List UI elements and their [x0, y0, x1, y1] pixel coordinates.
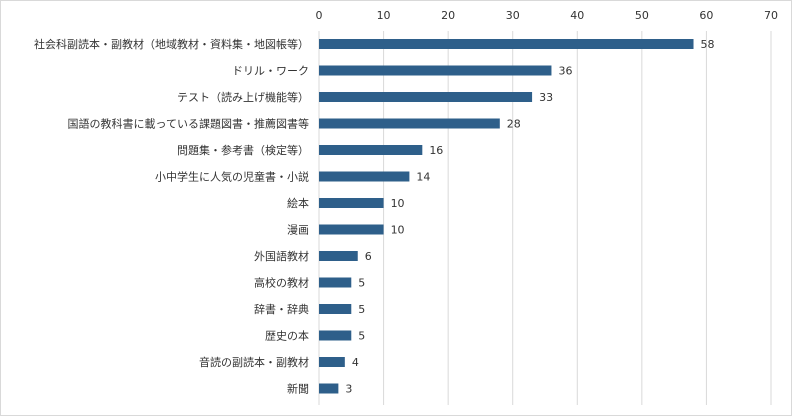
category-label: 国語の教科書に載っている課題図書・推薦図書等 — [68, 117, 309, 131]
category-label: 音読の副読本・副教材 — [199, 355, 309, 369]
bar — [319, 251, 358, 261]
value-label: 10 — [391, 224, 405, 237]
x-tick-label: 20 — [441, 9, 455, 22]
category-label: 新聞 — [287, 382, 309, 396]
grid-layer — [318, 31, 772, 405]
bar — [319, 65, 552, 76]
category-label: 漫画 — [287, 223, 309, 237]
value-label: 58 — [701, 38, 715, 51]
bar — [319, 39, 694, 49]
value-label: 5 — [358, 330, 365, 343]
category-label: 問題集・参考書（検定等） — [177, 143, 309, 157]
x-tick-label: 50 — [635, 9, 649, 22]
value-label: 33 — [539, 91, 553, 104]
bar — [319, 277, 352, 288]
value-label: 14 — [416, 171, 430, 184]
category-label: 高校の教材 — [254, 276, 309, 290]
bar — [319, 383, 339, 394]
bar — [319, 171, 410, 182]
value-label: 16 — [429, 144, 443, 157]
category-label: 歴史の本 — [265, 329, 309, 343]
bar-layer — [319, 39, 694, 394]
value-label: 36 — [558, 65, 572, 78]
category-label: ドリル・ワーク — [232, 65, 309, 78]
bar — [319, 304, 352, 314]
x-tick-label: 0 — [316, 9, 323, 22]
value-layer: 58 36 33 28 16 14 10 10 6 5 5 5 4 3 — [345, 38, 714, 396]
value-label: 5 — [358, 303, 365, 316]
bar — [319, 224, 384, 235]
bar — [319, 330, 352, 341]
category-label: 社会科副読本・副教材（地域教材・資料集・地図帳等） — [34, 37, 309, 51]
category-label: テスト（読み上げ機能等） — [177, 90, 309, 104]
value-label: 5 — [358, 277, 365, 290]
value-label: 3 — [345, 383, 352, 396]
category-label: 辞書・辞典 — [254, 302, 309, 316]
bar — [319, 357, 345, 367]
category-label: 絵本 — [287, 196, 309, 210]
x-tick-label: 70 — [764, 9, 778, 22]
bar — [319, 198, 384, 208]
bar — [319, 118, 500, 129]
value-label: 28 — [507, 118, 521, 131]
value-label: 10 — [391, 197, 405, 210]
x-tick-label: 60 — [699, 9, 713, 22]
bar — [319, 145, 423, 155]
category-label: 小中学生に人気の児童書・小説 — [155, 170, 309, 184]
value-label: 4 — [352, 356, 359, 369]
tick-layer: 0 10 20 30 40 50 60 70 — [316, 9, 779, 22]
x-tick-label: 40 — [570, 9, 584, 22]
category-layer: 社会科副読本・副教材（地域教材・資料集・地図帳等） ドリル・ワークテスト（読み上げ… — [34, 37, 309, 396]
bar — [319, 92, 533, 102]
x-tick-label: 30 — [506, 9, 520, 22]
x-tick-label: 10 — [377, 9, 391, 22]
value-label: 6 — [365, 250, 372, 263]
category-label: 外国語教材 — [254, 249, 309, 263]
